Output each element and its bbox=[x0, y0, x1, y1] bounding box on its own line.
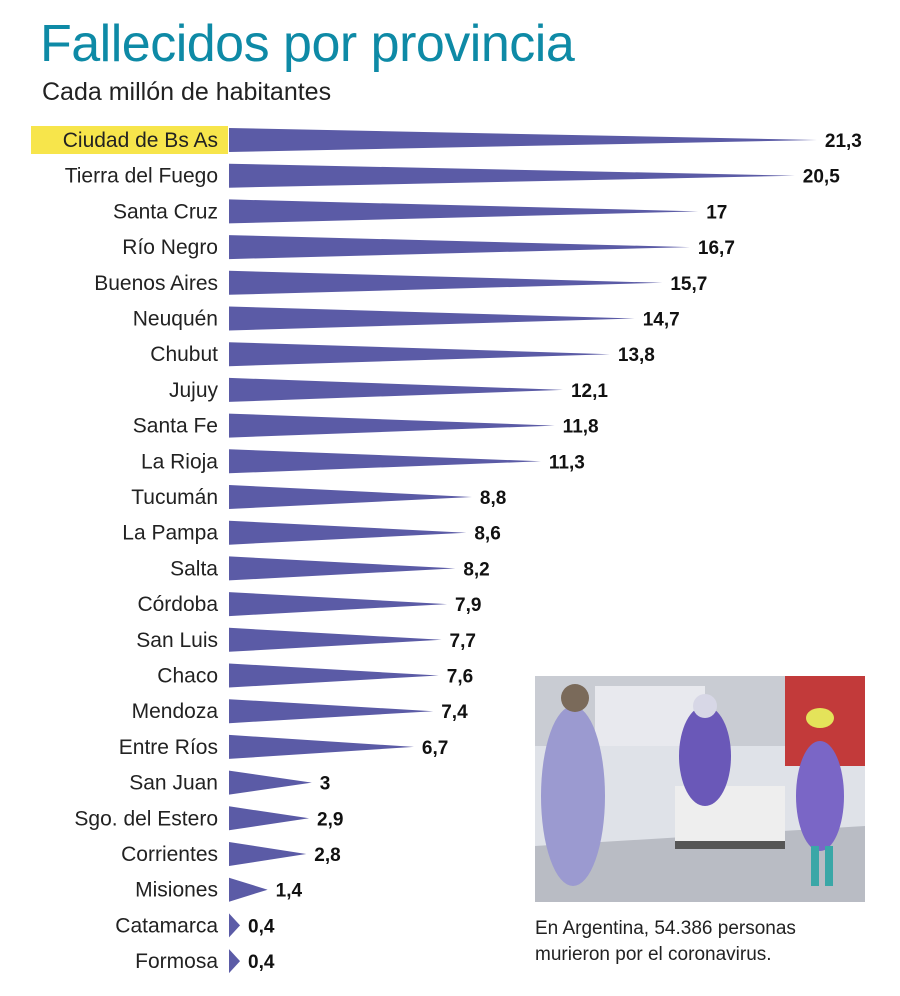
value-label: 7,9 bbox=[455, 595, 481, 616]
category-label: Formosa bbox=[135, 950, 218, 973]
photo-caption: En Argentina, 54.386 personas murieron p… bbox=[535, 918, 796, 965]
category-label: Salta bbox=[170, 557, 218, 580]
chart-title: Fallecidos por provincia bbox=[40, 15, 575, 73]
value-label: 6,7 bbox=[422, 738, 448, 759]
value-label: 0,4 bbox=[248, 952, 275, 973]
bar bbox=[229, 949, 241, 974]
category-label: La Pampa bbox=[122, 522, 218, 545]
category-label: La Rioja bbox=[141, 450, 218, 473]
value-label: 7,7 bbox=[450, 631, 476, 652]
category-label: Buenos Aires bbox=[94, 272, 218, 295]
bar bbox=[229, 842, 307, 866]
value-label: 17 bbox=[706, 202, 727, 223]
highlight-marker bbox=[31, 126, 228, 154]
category-label: Tucumán bbox=[131, 486, 218, 509]
category-label: Ciudad de Bs As bbox=[63, 129, 218, 152]
value-label: 2,8 bbox=[314, 845, 340, 866]
value-label: 11,3 bbox=[549, 452, 585, 473]
value-label: 16,7 bbox=[698, 238, 735, 259]
bar bbox=[229, 556, 456, 581]
chart-subtitle: Cada millón de habitantes bbox=[42, 78, 332, 106]
bar bbox=[229, 306, 635, 331]
category-label: Chubut bbox=[150, 343, 218, 366]
category-label: Río Negro bbox=[122, 236, 218, 259]
hospital-photo bbox=[535, 676, 865, 902]
value-label: 14,7 bbox=[643, 310, 680, 331]
bar bbox=[229, 770, 312, 795]
value-label: 1,4 bbox=[276, 881, 303, 902]
category-label: San Luis bbox=[136, 629, 218, 652]
category-label: Sgo. del Estero bbox=[74, 807, 218, 830]
value-label: 8,8 bbox=[480, 488, 506, 509]
value-label: 8,6 bbox=[474, 524, 500, 545]
category-label: Chaco bbox=[157, 665, 218, 688]
category-label: Misiones bbox=[135, 879, 218, 902]
category-label: Mendoza bbox=[132, 700, 219, 723]
value-label: 7,4 bbox=[441, 702, 468, 723]
value-label: 8,2 bbox=[463, 559, 489, 580]
bar bbox=[229, 128, 817, 152]
value-label: 3 bbox=[320, 774, 331, 795]
bar bbox=[229, 663, 439, 688]
bar bbox=[229, 734, 414, 759]
bar bbox=[229, 235, 690, 260]
bar bbox=[229, 627, 442, 652]
value-label: 7,6 bbox=[447, 667, 473, 688]
category-label: Córdoba bbox=[137, 593, 218, 616]
bar bbox=[229, 163, 795, 188]
value-label: 20,5 bbox=[803, 167, 840, 188]
bar-chart: Ciudad de Bs As 21,3 Tierra del Fuego 20,5 S… bbox=[31, 126, 862, 974]
bar bbox=[229, 485, 472, 509]
bar bbox=[229, 199, 699, 224]
category-label: Neuquén bbox=[133, 308, 218, 331]
bar bbox=[229, 413, 555, 438]
value-label: 2,9 bbox=[317, 809, 343, 830]
value-label: 15,7 bbox=[670, 274, 707, 295]
bar bbox=[229, 342, 610, 367]
bar bbox=[229, 877, 268, 902]
bar bbox=[229, 699, 434, 724]
value-label: 12,1 bbox=[571, 381, 608, 402]
category-label: Tierra del Fuego bbox=[65, 165, 218, 188]
bar bbox=[229, 520, 467, 545]
bar bbox=[229, 270, 663, 295]
category-label: San Juan bbox=[129, 772, 218, 795]
bar bbox=[229, 913, 241, 938]
value-label: 21,3 bbox=[825, 131, 862, 152]
category-label: Santa Cruz bbox=[113, 200, 218, 223]
category-label: Corrientes bbox=[121, 843, 218, 866]
bar bbox=[229, 377, 563, 402]
value-label: 13,8 bbox=[618, 345, 655, 366]
bar bbox=[229, 449, 541, 474]
category-label: Santa Fe bbox=[133, 415, 218, 438]
bar bbox=[229, 592, 448, 617]
value-label: 11,8 bbox=[563, 417, 599, 438]
category-label: Jujuy bbox=[169, 379, 219, 402]
category-label: Catamarca bbox=[115, 914, 218, 937]
bar bbox=[229, 806, 310, 831]
value-label: 0,4 bbox=[248, 916, 275, 937]
category-label: Entre Ríos bbox=[119, 736, 218, 759]
